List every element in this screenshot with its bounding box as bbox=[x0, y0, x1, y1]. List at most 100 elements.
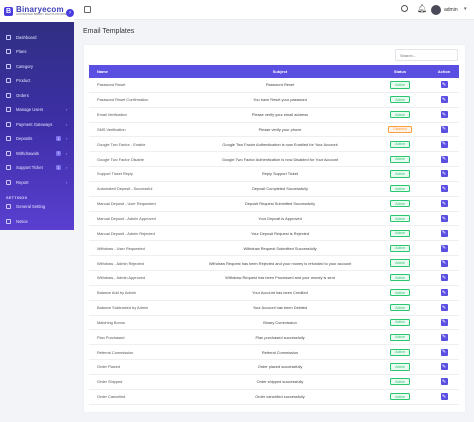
status-cell: Active bbox=[371, 289, 429, 297]
sidebar-item-withdrawals[interactable]: Withdrawals 1 › bbox=[0, 146, 74, 161]
table-row: Manual Deposit - User Requested Deposit R… bbox=[89, 197, 459, 212]
sidebar-item-category[interactable]: Category bbox=[0, 59, 74, 74]
table-row: Email Verification Please verify your ema… bbox=[89, 108, 459, 123]
action-cell: ✎ bbox=[429, 155, 459, 163]
sidebar-item-payment-gateways[interactable]: Payment Gateways › bbox=[0, 117, 74, 132]
edit-button[interactable]: ✎ bbox=[440, 155, 448, 163]
template-subject: You have Reset your password bbox=[253, 97, 307, 103]
box-icon bbox=[6, 78, 11, 84]
table-row: Support Ticket Reply Reply Support Ticket… bbox=[89, 167, 459, 182]
template-name: Balance Add by Admin bbox=[97, 290, 136, 296]
status-cell: Active bbox=[371, 274, 429, 282]
sidebar-item-product[interactable]: Product bbox=[0, 74, 74, 89]
deposit-icon bbox=[6, 136, 11, 142]
template-subject: Reply Support Ticket bbox=[262, 171, 298, 177]
status-badge: Active bbox=[390, 244, 410, 252]
table-row: Password Reset Confirmation You have Rese… bbox=[89, 93, 459, 108]
edit-button[interactable]: ✎ bbox=[440, 200, 448, 208]
edit-button[interactable]: ✎ bbox=[440, 274, 448, 282]
template-name: Balance Subtracted by Admin bbox=[97, 305, 149, 311]
edit-button[interactable]: ✎ bbox=[440, 229, 448, 237]
users-icon bbox=[6, 107, 11, 113]
template-subject: Google Two Factor Authentication is now … bbox=[221, 156, 339, 162]
status-cell: Active bbox=[371, 214, 429, 223]
edit-button[interactable]: ✎ bbox=[440, 363, 448, 371]
sidebar-item-orders[interactable]: Orders bbox=[0, 88, 74, 103]
edit-button[interactable]: ✎ bbox=[440, 185, 448, 193]
avatar[interactable] bbox=[431, 5, 441, 15]
sidebar-item-deposits[interactable]: Deposits 1 › bbox=[0, 132, 74, 147]
brand-logo[interactable]: B Binaryecom AUTOMATED BINARY MLM PLATFO… bbox=[0, 0, 74, 22]
chevron-down-icon[interactable]: ▾ bbox=[464, 6, 467, 12]
search-input[interactable] bbox=[395, 49, 458, 61]
sidebar-item-label: Plans bbox=[16, 49, 27, 55]
status-cell: Active bbox=[371, 318, 429, 327]
edit-button[interactable]: ✎ bbox=[440, 96, 448, 104]
topbar: 🔔︎ admin ▾ bbox=[74, 0, 474, 20]
cart-icon bbox=[6, 92, 11, 98]
status-cell: Active bbox=[371, 378, 429, 386]
sidebar-item-label: Notice bbox=[16, 218, 28, 224]
action-cell: ✎ bbox=[429, 170, 459, 178]
edit-button[interactable]: ✎ bbox=[440, 393, 448, 401]
edit-button[interactable]: ✎ bbox=[440, 111, 448, 119]
withdraw-icon bbox=[6, 150, 11, 156]
edit-button[interactable]: ✎ bbox=[440, 304, 448, 312]
action-cell: ✎ bbox=[429, 96, 459, 104]
sidebar-item-dashboard[interactable]: Dashboard bbox=[0, 30, 74, 45]
template-name: Order Placed bbox=[97, 364, 120, 370]
status-badge: Active bbox=[390, 229, 410, 237]
table-row: Matching Bonus Binary Commission Active ✎ bbox=[89, 316, 459, 331]
admin-name[interactable]: admin bbox=[444, 7, 458, 13]
status-badge: Active bbox=[390, 378, 410, 386]
status-badge: Active bbox=[390, 140, 410, 148]
edit-button[interactable]: ✎ bbox=[440, 244, 448, 252]
template-name: Order Cancelled bbox=[97, 394, 126, 400]
search-icon[interactable] bbox=[401, 5, 408, 12]
sidebar-item-notice[interactable]: Notice bbox=[0, 214, 74, 229]
template-subject: Your Deposit is Approved bbox=[258, 216, 302, 222]
status-cell: Disabled bbox=[371, 125, 429, 134]
edit-button[interactable]: ✎ bbox=[440, 125, 448, 133]
edit-button[interactable]: ✎ bbox=[440, 81, 448, 89]
edit-button[interactable]: ✎ bbox=[440, 348, 448, 356]
template-name: Google Two Factor - Enable bbox=[97, 141, 146, 147]
status-badge: Active bbox=[390, 155, 410, 163]
status-badge: Active bbox=[390, 318, 410, 327]
edit-button[interactable]: ✎ bbox=[440, 378, 448, 386]
action-cell: ✎ bbox=[429, 215, 459, 223]
edit-button[interactable]: ✎ bbox=[440, 289, 448, 297]
category-icon bbox=[6, 63, 11, 69]
status-badge: Active bbox=[390, 170, 410, 178]
template-name: Password Reset bbox=[97, 82, 126, 88]
edit-button[interactable]: ✎ bbox=[440, 333, 448, 341]
sidebar-item-manage-users[interactable]: Manage Users › bbox=[0, 103, 74, 118]
status-cell: Active bbox=[371, 96, 429, 104]
action-cell: ✎ bbox=[429, 318, 459, 326]
bell-icon[interactable]: 🔔︎ bbox=[417, 4, 428, 13]
sidebar-item-report[interactable]: Report › bbox=[0, 175, 74, 190]
sidebar-collapse-button[interactable]: › bbox=[66, 9, 74, 17]
sidebar-item-label: Orders bbox=[16, 92, 29, 98]
edit-button[interactable]: ✎ bbox=[440, 318, 448, 326]
table-row: Plan Purchased Plan purchased successfull… bbox=[89, 330, 459, 346]
template-subject: Order placed successfully bbox=[257, 364, 303, 370]
table-row: Google Two Factor - Enable Google Two Fac… bbox=[89, 137, 459, 153]
sidebar-item-support-ticket[interactable]: Support Ticket 1 › bbox=[0, 161, 74, 176]
template-name: Email Verification bbox=[97, 112, 127, 118]
sidebar-item-label: General Setting bbox=[16, 204, 46, 210]
status-cell: Active bbox=[371, 393, 429, 401]
template-subject: Please verify your email address bbox=[251, 112, 309, 118]
sidebar-item-plans[interactable]: Plans bbox=[0, 45, 74, 60]
status-badge: Active bbox=[390, 303, 410, 312]
logo-mark: B bbox=[4, 6, 13, 16]
edit-button[interactable]: ✎ bbox=[440, 140, 448, 148]
status-badge: Active bbox=[390, 214, 410, 223]
edit-button[interactable]: ✎ bbox=[440, 170, 448, 178]
sidebar-item-general-setting[interactable]: General Setting bbox=[0, 200, 74, 215]
edit-button[interactable]: ✎ bbox=[440, 259, 448, 267]
action-cell: ✎ bbox=[429, 333, 459, 341]
edit-button[interactable]: ✎ bbox=[440, 215, 448, 223]
fullscreen-icon[interactable] bbox=[84, 6, 91, 13]
chevron-right-icon: › bbox=[66, 179, 68, 185]
